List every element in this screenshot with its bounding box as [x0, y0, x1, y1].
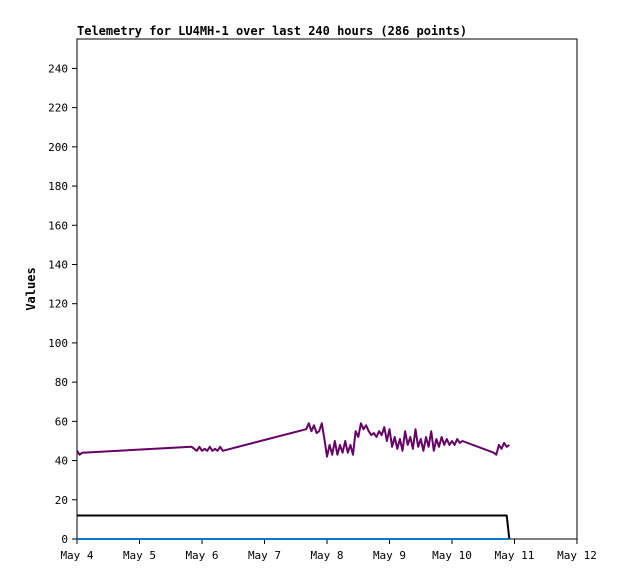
x-tick-label: May 10 — [432, 549, 472, 562]
series-group — [76, 422, 511, 540]
x-tick-label: May 9 — [373, 549, 406, 562]
y-tick-label: 240 — [48, 62, 68, 75]
y-tick-label: 120 — [48, 298, 68, 311]
x-axis: May 4 May 5 May 6 May 7 May 8 May 9 May 10 May … — [60, 539, 597, 562]
y-tick-label: 200 — [48, 141, 68, 154]
y-tick-label: 180 — [48, 180, 68, 193]
y-axis: 0 20 40 60 80 100 120 140 160 180 200 220 240 — [48, 62, 77, 546]
x-tick-label: May 4 — [60, 549, 93, 562]
y-tick-label: 20 — [55, 494, 68, 507]
series-line-2 — [77, 514, 511, 540]
y-tick-label: 40 — [55, 455, 68, 468]
y-tick-label: 60 — [55, 415, 68, 428]
x-tick-label: May 11 — [495, 549, 535, 562]
y-tick-label: 0 — [61, 533, 68, 546]
x-tick-label: May 6 — [185, 549, 218, 562]
y-axis-label: Values — [24, 267, 38, 310]
y-tick-label: 220 — [48, 102, 68, 115]
x-tick-label: May 5 — [123, 549, 156, 562]
x-tick-label: May 12 — [557, 549, 597, 562]
y-tick-label: 100 — [48, 337, 68, 350]
plot-frame — [76, 38, 578, 540]
chart-title: Telemetry for LU4MH-1 over last 240 hour… — [77, 24, 467, 38]
y-tick-label: 80 — [55, 376, 68, 389]
y-tick-label: 140 — [48, 258, 68, 271]
y-tick-label: 160 — [48, 219, 68, 232]
series-line-1 — [76, 422, 510, 458]
x-tick-label: May 8 — [310, 549, 343, 562]
x-tick-label: May 7 — [248, 549, 281, 562]
